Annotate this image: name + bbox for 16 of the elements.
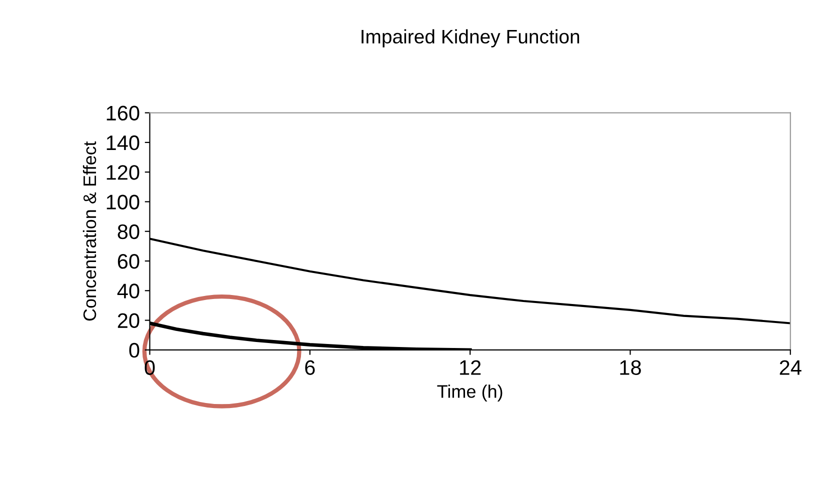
x-tick-label: 6 (305, 360, 315, 375)
y-tick-label: 80 (118, 224, 140, 240)
y-tick-label: 160 (106, 106, 140, 121)
x-tick-label: 18 (620, 360, 641, 375)
y-tick-label: 120 (106, 165, 140, 180)
chart-title: Impaired Kidney Function (362, 29, 580, 48)
y-tick-label: 140 (106, 135, 140, 150)
y-tick-label: 40 (117, 284, 140, 298)
y-tick-label: 60 (118, 254, 140, 269)
x-tick-label: 12 (460, 360, 481, 375)
x-axis-title: Time (h) (437, 384, 502, 402)
y-tick-label: 0 (129, 342, 140, 358)
y-axis-title: Concentration & Effect (82, 141, 96, 321)
y-tick-label: 100 (106, 194, 140, 210)
x-tick-label: 24 (780, 360, 802, 375)
y-tick-label: 20 (118, 313, 140, 328)
